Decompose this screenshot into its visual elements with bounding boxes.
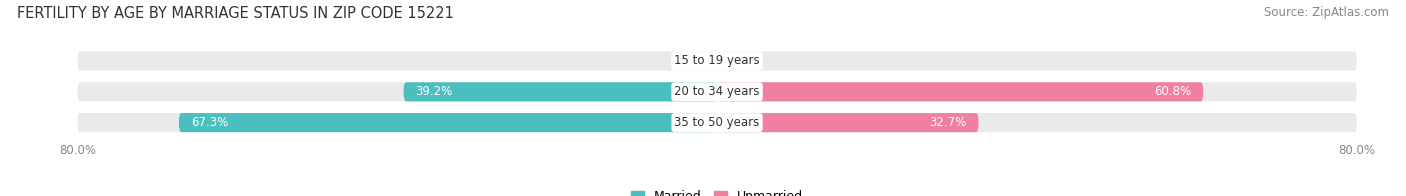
Text: Source: ZipAtlas.com: Source: ZipAtlas.com [1264,6,1389,19]
FancyBboxPatch shape [404,82,717,101]
Text: 0.0%: 0.0% [730,54,759,67]
Text: 35 to 50 years: 35 to 50 years [675,116,759,129]
Text: 32.7%: 32.7% [929,116,966,129]
Text: 60.8%: 60.8% [1154,85,1191,98]
FancyBboxPatch shape [77,51,1357,71]
FancyBboxPatch shape [717,113,979,132]
Text: 39.2%: 39.2% [416,85,453,98]
FancyBboxPatch shape [179,113,717,132]
Text: 0.0%: 0.0% [675,54,704,67]
Text: 67.3%: 67.3% [191,116,228,129]
FancyBboxPatch shape [77,82,1357,101]
FancyBboxPatch shape [717,82,1204,101]
Legend: Married, Unmarried: Married, Unmarried [626,185,808,196]
Text: 15 to 19 years: 15 to 19 years [675,54,759,67]
Text: 20 to 34 years: 20 to 34 years [675,85,759,98]
FancyBboxPatch shape [77,113,1357,132]
Text: FERTILITY BY AGE BY MARRIAGE STATUS IN ZIP CODE 15221: FERTILITY BY AGE BY MARRIAGE STATUS IN Z… [17,6,454,21]
